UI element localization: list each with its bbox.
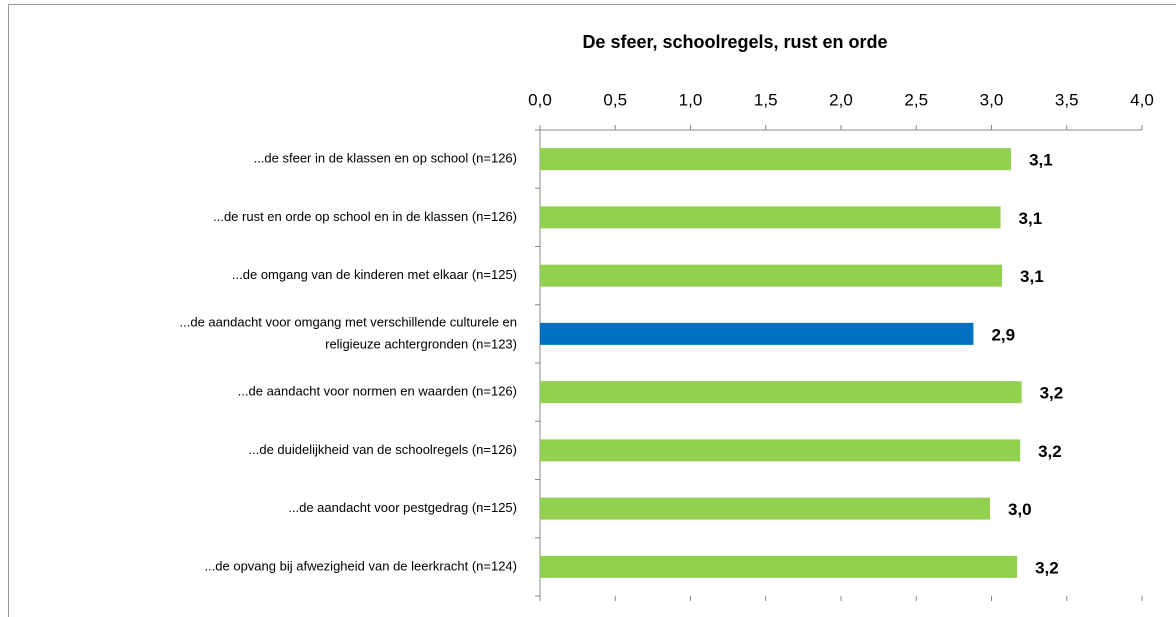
value-label: 3,2 <box>1040 384 1064 403</box>
x-tick-label: 2,0 <box>829 90 853 109</box>
x-tick-label: 1,5 <box>754 90 778 109</box>
bar <box>540 555 1018 578</box>
bar <box>540 206 1001 229</box>
x-tick-label: 1,0 <box>679 90 703 109</box>
value-label: 3,1 <box>1019 209 1043 228</box>
value-label: 3,2 <box>1038 442 1062 461</box>
x-tick-label: 0,5 <box>603 90 627 109</box>
bar <box>540 497 990 520</box>
value-label: 3,1 <box>1029 151 1053 170</box>
value-label: 2,9 <box>991 325 1015 344</box>
bar <box>540 148 1012 171</box>
x-tick-label: 2,5 <box>904 90 928 109</box>
x-tick-label: 4,0 <box>1130 90 1154 109</box>
chart-title: De sfeer, schoolregels, rust en orde <box>582 32 887 52</box>
category-label: ...de sfeer in de klassen en op school (… <box>254 151 517 166</box>
bar <box>540 322 974 345</box>
x-tick-label: 3,0 <box>980 90 1004 109</box>
value-label: 3,2 <box>1035 558 1059 577</box>
category-label: ...de aandacht voor normen en waarden (n… <box>238 384 517 399</box>
category-label: ...de opvang bij afwezigheid van de leer… <box>204 558 517 573</box>
x-tick-label: 3,5 <box>1055 90 1079 109</box>
category-label: ...de duidelijkheid van de schoolregels … <box>249 442 517 457</box>
x-tick-label: 0,0 <box>528 90 552 109</box>
bar <box>540 264 1003 287</box>
bar <box>540 381 1022 404</box>
category-label: ...de aandacht voor pestgedrag (n=125) <box>288 500 517 515</box>
category-label: ...de aandacht voor omgang met verschill… <box>180 314 517 329</box>
category-label: ...de omgang van de kinderen met elkaar … <box>232 267 517 282</box>
category-label: ...de rust en orde op school en in de kl… <box>213 209 517 224</box>
value-label: 3,0 <box>1008 500 1032 519</box>
value-label: 3,1 <box>1020 267 1044 286</box>
bar <box>540 439 1021 462</box>
category-label: religieuze achtergronden (n=123) <box>325 336 517 351</box>
